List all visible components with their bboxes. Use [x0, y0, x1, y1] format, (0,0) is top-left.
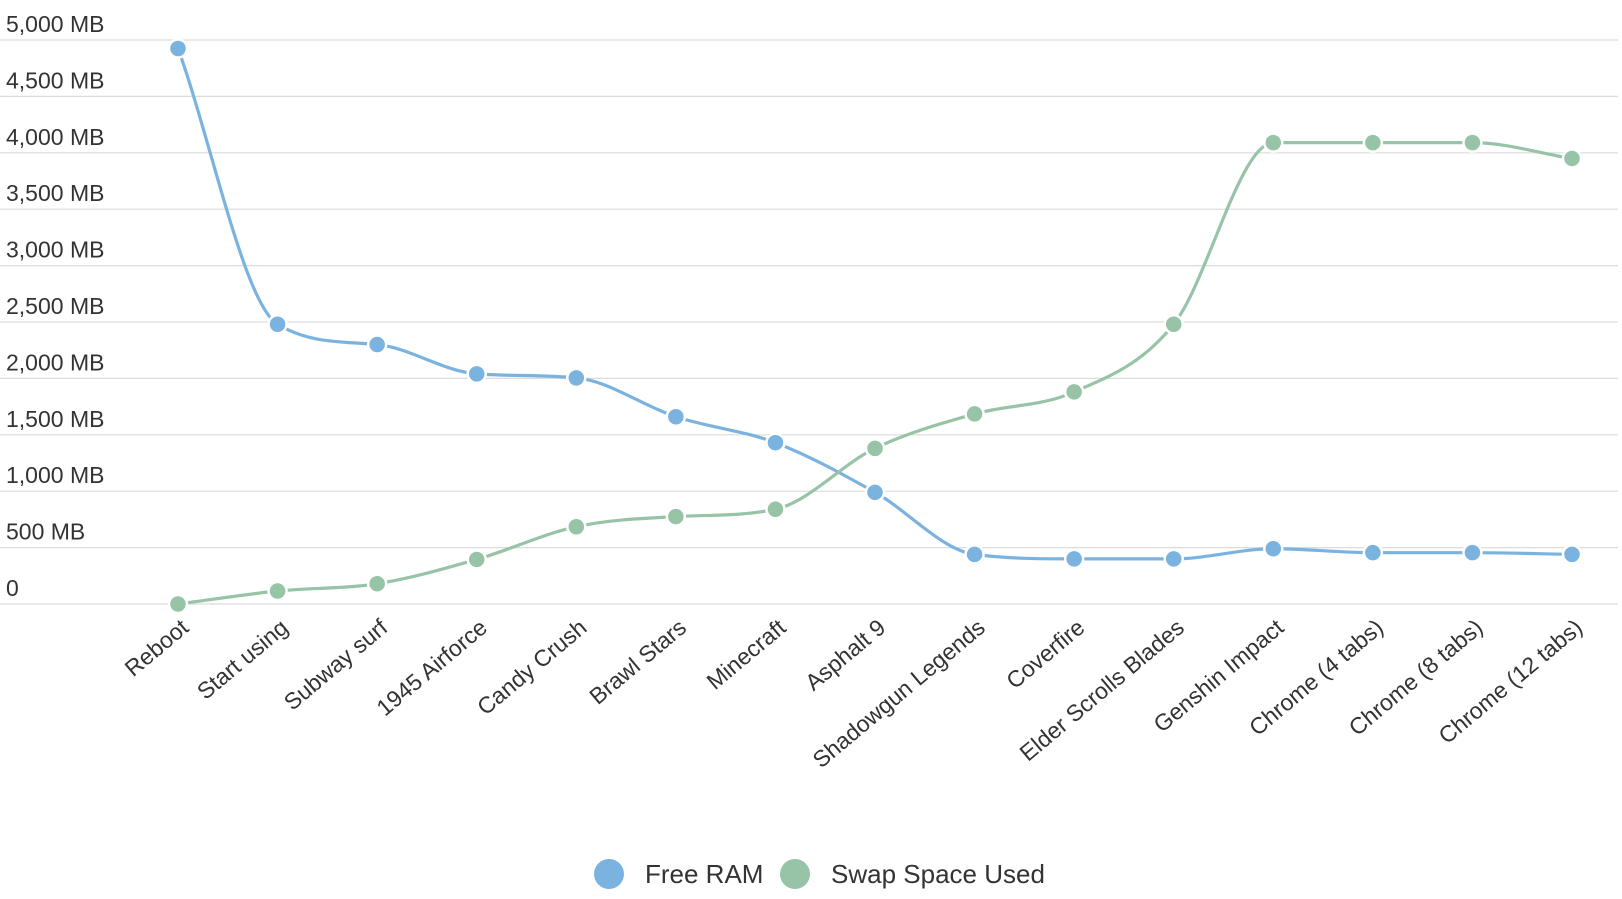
- x-tick-label: Candy Crush: [472, 614, 592, 720]
- y-tick-label: 4,000 MB: [6, 124, 104, 150]
- data-point-swap-space-used[interactable]: [167, 593, 189, 615]
- data-point-free-ram[interactable]: [1362, 542, 1384, 563]
- data-point-swap-space-used[interactable]: [765, 498, 786, 520]
- data-point-swap-space-used[interactable]: [1063, 381, 1085, 403]
- data-point-free-ram[interactable]: [267, 314, 288, 335]
- x-tick-label: Brawl Stars: [584, 614, 691, 710]
- data-point-free-ram[interactable]: [566, 367, 587, 389]
- legend[interactable]: Free RAM Swap Space Used: [594, 859, 1045, 889]
- data-point-swap-space-used[interactable]: [665, 506, 687, 527]
- data-point-swap-space-used[interactable]: [864, 438, 886, 459]
- y-tick-label: 2,500 MB: [6, 293, 104, 319]
- data-point-swap-space-used[interactable]: [267, 580, 288, 602]
- x-tick-label: Shadowgun Legends: [807, 614, 989, 773]
- legend-marker: [594, 859, 624, 889]
- data-point-free-ram[interactable]: [1561, 544, 1583, 565]
- data-point-swap-space-used[interactable]: [466, 549, 487, 570]
- x-tick-label: Coverfire: [1001, 614, 1089, 694]
- gridlines: [0, 39, 1618, 605]
- x-tick-label: Elder Scrolls Blades: [1015, 614, 1189, 766]
- data-point-free-ram[interactable]: [665, 406, 687, 428]
- data-point-free-ram[interactable]: [864, 482, 886, 503]
- x-tick-label: 1945 Airforce: [371, 614, 492, 721]
- data-point-free-ram[interactable]: [1063, 548, 1085, 570]
- y-tick-label: 2,000 MB: [6, 349, 104, 375]
- data-point-free-ram[interactable]: [466, 363, 487, 385]
- y-tick-label: 5,000 MB: [6, 11, 104, 37]
- y-tick-label: 1,000 MB: [6, 462, 104, 488]
- y-tick-label: 1,500 MB: [6, 406, 104, 432]
- y-tick-label: 3,500 MB: [6, 180, 104, 206]
- data-point-swap-space-used[interactable]: [566, 516, 587, 537]
- legend-label: Free RAM: [645, 859, 763, 889]
- data-point-swap-space-used[interactable]: [964, 403, 985, 425]
- series-line-swap-space-used: [176, 141, 1574, 606]
- data-point-swap-space-used[interactable]: [1561, 148, 1583, 169]
- y-tick-label: 500 MB: [6, 519, 85, 545]
- y-tick-label: 3,000 MB: [6, 237, 104, 263]
- data-point-free-ram[interactable]: [366, 334, 388, 355]
- data-point-swap-space-used[interactable]: [1462, 132, 1483, 153]
- series-points: [167, 38, 1583, 615]
- data-point-swap-space-used[interactable]: [366, 573, 388, 594]
- data-point-swap-space-used[interactable]: [1362, 132, 1384, 153]
- legend-marker: [780, 859, 810, 889]
- y-tick-label: 4,500 MB: [6, 67, 104, 93]
- data-point-free-ram[interactable]: [964, 544, 985, 565]
- data-point-free-ram[interactable]: [1462, 542, 1483, 563]
- data-point-swap-space-used[interactable]: [1163, 314, 1184, 335]
- y-axis-ticks: 0 500 MB 1,000 MB 1,500 MB 2,000 MB 2,500 MB 3…: [6, 11, 104, 601]
- x-tick-label: Minecraft: [701, 614, 791, 695]
- data-point-free-ram[interactable]: [1163, 548, 1184, 570]
- data-point-swap-space-used[interactable]: [1263, 132, 1284, 153]
- legend-item-free-ram[interactable]: Free RAM: [594, 859, 763, 889]
- data-point-free-ram[interactable]: [1263, 538, 1284, 559]
- legend-label: Swap Space Used: [831, 859, 1045, 889]
- x-tick-label: Start using: [192, 614, 293, 705]
- x-tick-label: Asphalt 9: [800, 614, 890, 696]
- series-lines: [176, 46, 1574, 606]
- data-point-free-ram[interactable]: [167, 38, 189, 59]
- y-tick-label: 0: [6, 575, 19, 601]
- legend-item-swap-space-used[interactable]: Swap Space Used: [780, 859, 1045, 889]
- data-point-free-ram[interactable]: [765, 432, 786, 453]
- x-tick-label: Reboot: [120, 614, 194, 682]
